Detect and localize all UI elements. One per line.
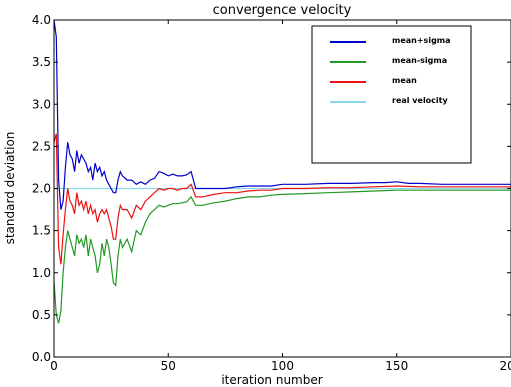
x-axis: 0 50 100 150 200 xyxy=(50,20,511,373)
series-line-mean xyxy=(53,133,511,265)
x-tick-label: 0 xyxy=(50,359,58,373)
legend-label-real-velocity: real velocity xyxy=(392,96,448,105)
y-tick-label: 3.0 xyxy=(32,97,51,111)
x-tick-label: 50 xyxy=(161,359,176,373)
y-tick-label: 1.0 xyxy=(32,266,51,280)
series-line-mean-sigma xyxy=(53,19,511,210)
x-tick-label: 150 xyxy=(385,359,408,373)
legend-label-mean: mean xyxy=(392,76,417,85)
y-tick-label: 1.5 xyxy=(32,224,51,238)
chart-title: convergence velocity xyxy=(213,3,352,18)
y-tick-label: 4.0 xyxy=(32,13,51,27)
x-axis-label: iteration number xyxy=(221,373,322,387)
y-tick-label: 2.0 xyxy=(32,182,51,196)
legend-label-mean-sigma: mean-sigma xyxy=(392,56,447,65)
legend-box xyxy=(311,25,472,164)
y-tick-label: 0.5 xyxy=(32,308,51,322)
x-tick-label: 100 xyxy=(271,359,294,373)
y-tick-label: 3.5 xyxy=(32,55,51,69)
y-axis: 0.0 0.5 1.0 1.5 2.0 2.5 3.0 3.5 4.0 xyxy=(32,13,511,364)
x-tick-label: 200 xyxy=(500,359,511,373)
plot-lines xyxy=(53,19,511,324)
series-line-mean-sigma xyxy=(53,189,511,324)
y-axis-label: standard deviation xyxy=(3,132,17,245)
legend-label-mean-sigma: mean+sigma xyxy=(392,36,451,45)
y-tick-label: 2.5 xyxy=(32,139,51,153)
legend: mean+sigma mean-sigma mean real velocity xyxy=(311,25,472,164)
y-tick-label: 0.0 xyxy=(32,350,51,364)
